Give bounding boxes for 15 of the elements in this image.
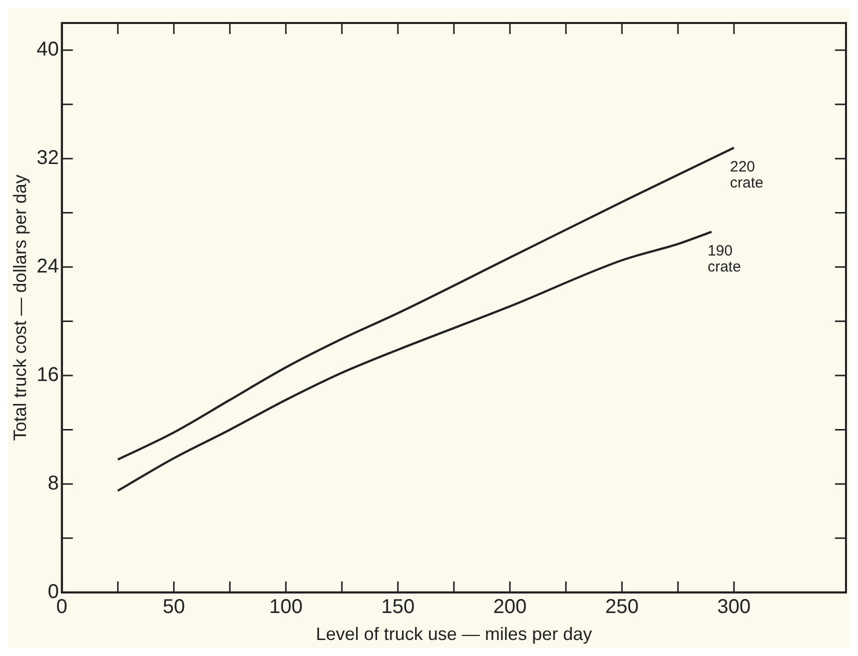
y-tick-label: 24 — [36, 256, 59, 278]
x-tick-label: 150 — [381, 596, 415, 618]
x-tick-label: 250 — [605, 596, 639, 618]
x-tick-label: 50 — [162, 596, 185, 618]
y-tick-label: 16 — [36, 364, 59, 386]
y-axis-title: Total truck cost — dollars per day — [10, 174, 30, 441]
y-tick-label: 8 — [48, 472, 59, 494]
x-tick-label: 200 — [493, 596, 527, 618]
x-axis-title: Level of truck use — miles per day — [316, 624, 592, 644]
x-tick-label: 100 — [269, 596, 303, 618]
annotation: 220 crate — [730, 158, 764, 192]
y-tick-label: 32 — [36, 147, 59, 170]
y-tick-label: 40 — [36, 38, 59, 61]
annotation: 190 crate — [708, 242, 741, 276]
x-tick-label: 300 — [717, 596, 751, 618]
